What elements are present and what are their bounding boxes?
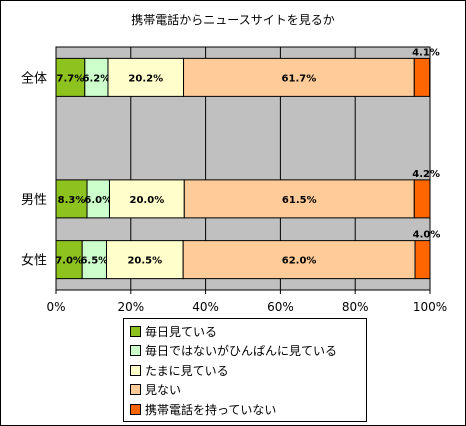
data-label: 4.0% [413,230,441,241]
legend: 毎日見ている毎日ではないがひんぱんに見ている たまに見ている 見ない携帯電話を持って… [123,318,367,422]
data-label: 4.1% [412,47,440,58]
plot-area: 0% 20% 40% 60% 80% 100% 全体 7.7%6.2% 20.2% 61.7% 4.… [21,46,447,314]
legend-label: 見ない [145,383,182,397]
bar-segment [55,179,88,219]
category-label: 女性 [21,253,47,269]
x-tick-label: 80% [342,300,369,314]
legend-item: 毎日ではないがひんぱんに見ている [130,342,337,360]
data-label: 62.0% [282,256,317,267]
legend-swatch [130,384,141,395]
legend-item: たまに見ている [130,361,229,379]
legend-swatch [130,403,141,415]
data-label: 20.5% [127,256,162,267]
bar-segment [413,57,431,97]
legend-item: 携帯電話を持っていない [130,400,276,418]
bar-segment [105,240,184,280]
category-label: 男性 [21,193,47,208]
data-label: 7.7% [57,73,85,84]
legend-swatch [130,325,141,337]
x-tick-label: 20% [117,300,144,314]
legend-label: 毎日見ている [145,324,218,339]
bar-segment [108,179,185,219]
legend-label: 毎日ではないがひんぱんに見ている [145,344,338,358]
bar-segment [182,240,416,280]
x-tick-label: 100% [413,300,447,314]
bar-segment [183,179,415,219]
data-label: 20.0% [130,195,165,206]
data-label: 6.5% [80,256,108,267]
bar-segment [55,240,83,280]
legend-label: たまに見ている [145,363,229,378]
bar-segment [107,57,185,97]
x-tick-label: 0% [46,300,65,314]
chart-title: 携帯電話からニュースサイトを見るか [131,12,334,27]
data-label: 61.5% [282,195,317,206]
data-label: 20.2% [128,73,163,84]
bar-segment [55,57,86,97]
data-label: 6.0% [84,195,112,206]
bar-segment [183,57,415,97]
legend-swatch [130,345,141,356]
data-label: 6.2% [83,73,111,84]
category-label: 全体 [21,70,47,86]
bar-segment [413,179,431,219]
data-label: 8.3% [58,195,86,206]
x-tick-label: 60% [267,300,294,314]
legend-label: 携帯電話を持っていない [145,402,277,417]
data-label: 7.0% [55,256,83,267]
data-label: 4.2% [412,169,440,180]
legend-item: 見ない [130,381,181,399]
legend-swatch [130,364,141,376]
legend-item: 毎日見ている [130,322,217,340]
bar-segment [414,240,431,280]
data-label: 61.7% [282,73,317,84]
x-tick-label: 40% [192,300,219,314]
bar-segment [81,240,107,280]
